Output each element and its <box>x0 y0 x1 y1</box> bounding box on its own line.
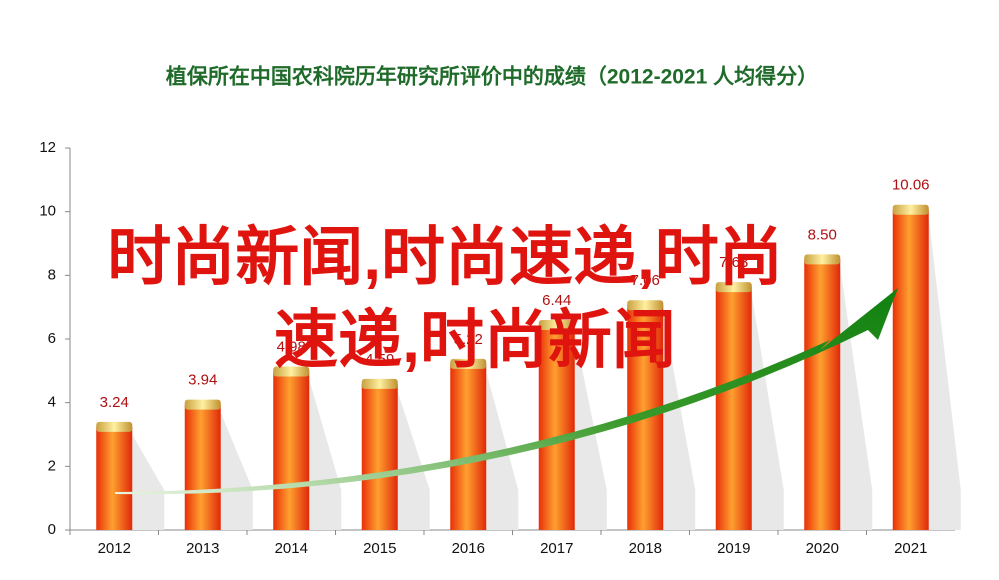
value-label: 4.59 <box>365 351 394 368</box>
bar-shadow <box>220 412 253 530</box>
x-tick-label: 2021 <box>894 540 927 557</box>
bar-shadow <box>309 379 342 530</box>
bar <box>273 371 310 530</box>
value-label: 3.94 <box>188 372 217 389</box>
y-tick-label: 0 <box>48 521 56 538</box>
bar-shadow <box>928 217 961 531</box>
value-label: 7.63 <box>719 254 748 271</box>
y-tick-label: 2 <box>48 457 56 474</box>
bar <box>184 404 221 530</box>
y-tick-label: 12 <box>39 139 56 156</box>
bar-cap <box>184 399 221 410</box>
bar <box>804 259 841 530</box>
bar-cap <box>804 254 841 265</box>
bar-cap <box>361 378 398 389</box>
x-tick-label: 2017 <box>540 540 573 557</box>
y-tick-label: 6 <box>48 330 56 347</box>
watermark: 时尚新闻,时尚速递,时尚 <box>107 221 783 293</box>
bar-cap <box>538 319 575 330</box>
y-tick-label: 10 <box>39 203 56 220</box>
value-label: 6.44 <box>542 292 571 309</box>
bar-shadow <box>397 391 430 530</box>
bar-cap <box>450 358 487 369</box>
bar-cap <box>715 282 752 293</box>
watermark: 速递,时尚新闻 <box>274 304 676 376</box>
value-label: 7.06 <box>631 272 660 289</box>
bar <box>892 209 929 531</box>
chart-title: 植保所在中国农科院历年研究所评价中的成绩（2012-2021 人均得分） <box>166 65 818 89</box>
value-label: 3.24 <box>100 394 129 411</box>
value-label: 10.06 <box>892 177 930 194</box>
bar-cap <box>892 204 929 215</box>
bar <box>361 383 398 530</box>
trend-arrow <box>115 288 898 495</box>
x-tick-label: 2015 <box>363 540 396 557</box>
x-tick-label: 2014 <box>275 540 308 557</box>
value-label: 5.22 <box>454 331 483 348</box>
value-label: 8.50 <box>808 226 837 243</box>
x-tick-label: 2018 <box>629 540 662 557</box>
bar <box>450 363 487 530</box>
bar-shadow <box>663 313 696 530</box>
bar <box>715 287 752 530</box>
x-tick-label: 2013 <box>186 540 219 557</box>
bar-shadow <box>751 295 784 530</box>
value-label: 4.98 <box>277 338 306 355</box>
x-tick-label: 2019 <box>717 540 750 557</box>
x-tick-label: 2016 <box>452 540 485 557</box>
y-tick-label: 8 <box>48 266 56 283</box>
bar-shadow <box>840 267 873 530</box>
bar-shadow <box>132 434 165 530</box>
bar <box>96 426 133 530</box>
bar <box>538 324 575 530</box>
plot-area: 0 2 4 6 8 10 12 2012 3.24 2013 3.94 2014 4.98 2015 4.5… <box>39 139 961 557</box>
y-tick-label: 4 <box>48 394 56 411</box>
bar-cap <box>96 421 133 432</box>
x-tick-label: 2020 <box>806 540 839 557</box>
bar-cap <box>273 366 310 377</box>
x-tick-label: 2012 <box>98 540 131 557</box>
bar-cap <box>627 300 664 311</box>
